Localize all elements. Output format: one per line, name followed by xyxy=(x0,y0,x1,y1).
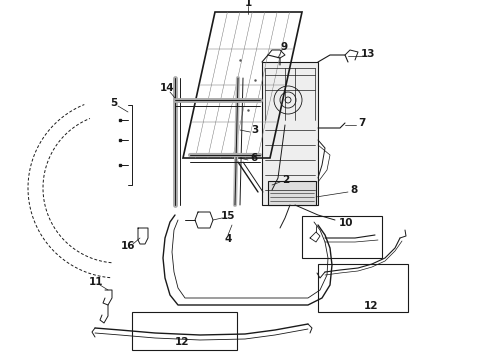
Bar xyxy=(318,264,408,312)
Text: 12: 12 xyxy=(175,337,189,347)
Text: 6: 6 xyxy=(250,153,258,163)
Text: 14: 14 xyxy=(160,83,174,93)
Text: 13: 13 xyxy=(361,49,375,59)
Text: 9: 9 xyxy=(280,42,288,52)
Text: 11: 11 xyxy=(89,277,103,287)
Text: 12: 12 xyxy=(364,301,378,311)
Text: 4: 4 xyxy=(224,234,232,244)
Bar xyxy=(302,216,382,258)
Polygon shape xyxy=(262,62,318,205)
Text: 16: 16 xyxy=(121,241,135,251)
Text: 10: 10 xyxy=(339,218,353,228)
Text: 1: 1 xyxy=(245,0,252,8)
Text: 8: 8 xyxy=(350,185,358,195)
Text: 2: 2 xyxy=(282,175,290,185)
Text: 5: 5 xyxy=(110,98,118,108)
Text: 3: 3 xyxy=(251,125,259,135)
Bar xyxy=(268,181,316,205)
Bar xyxy=(132,312,237,350)
Text: 15: 15 xyxy=(221,211,235,221)
Text: 7: 7 xyxy=(358,118,366,128)
